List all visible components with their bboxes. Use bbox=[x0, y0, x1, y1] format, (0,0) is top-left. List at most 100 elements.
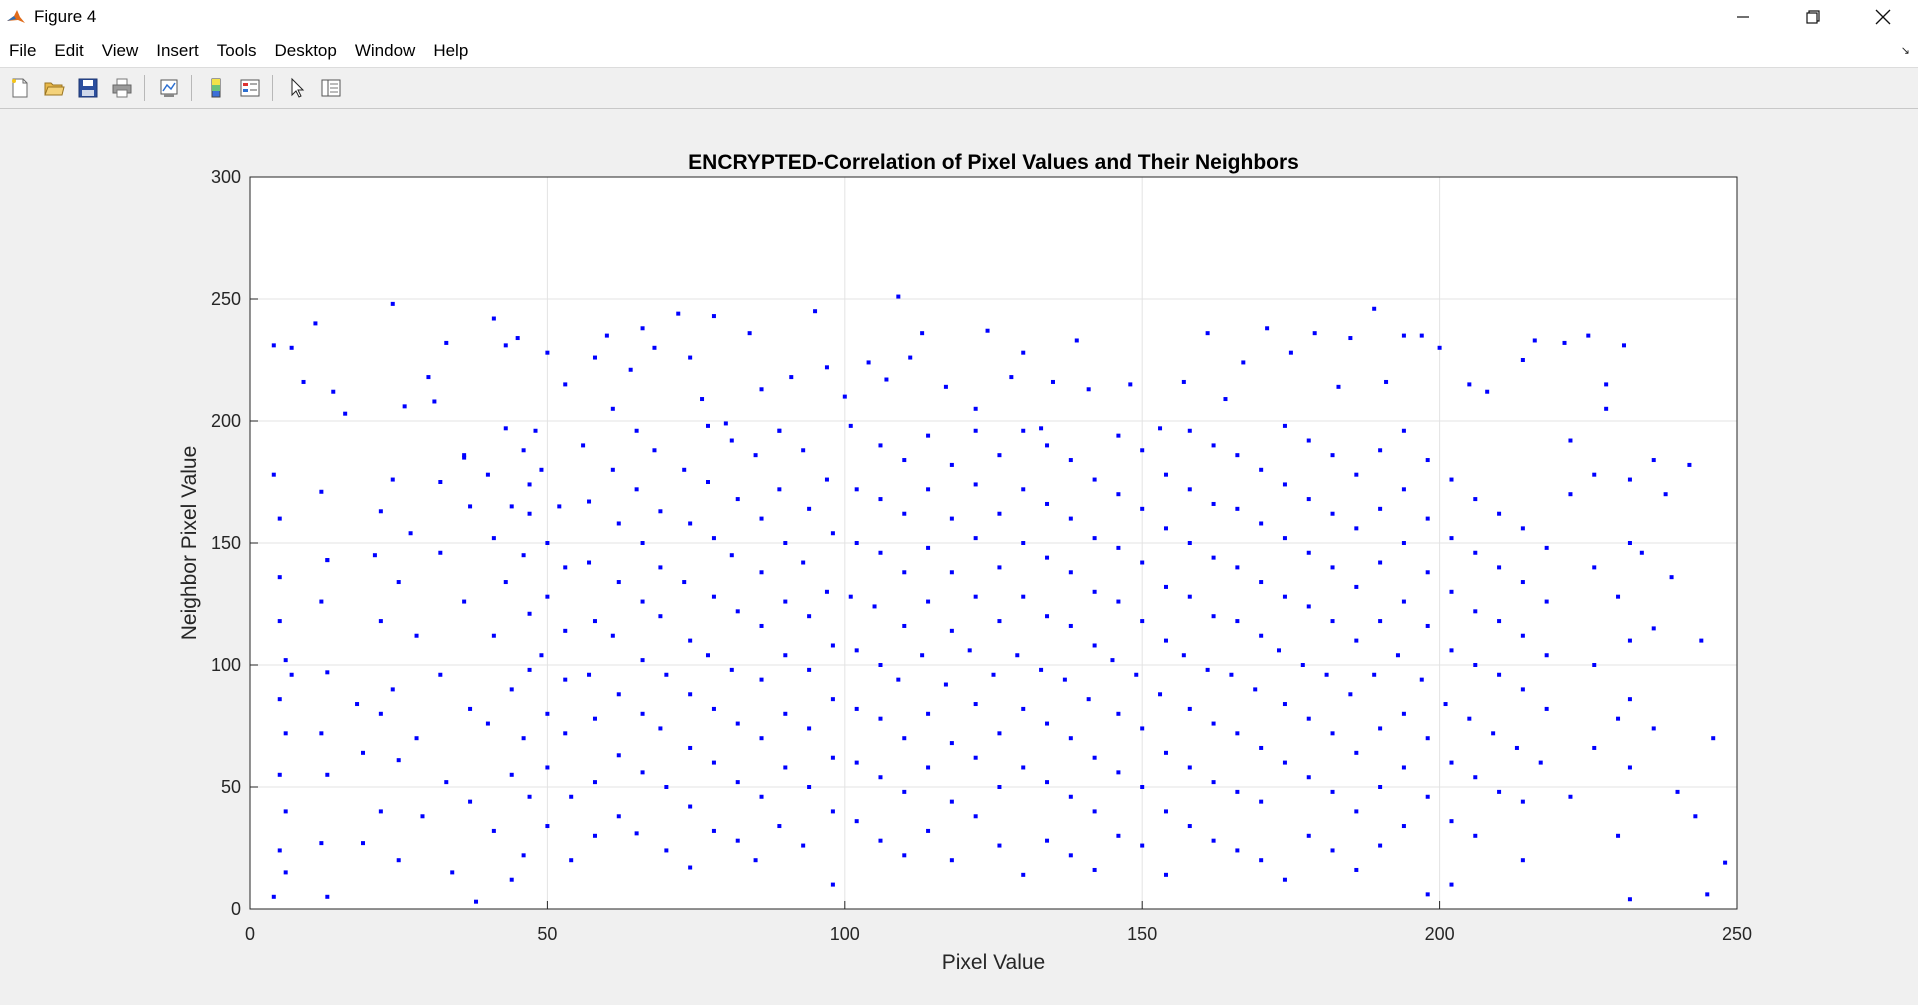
data-point bbox=[1187, 824, 1192, 829]
data-point bbox=[1116, 433, 1121, 438]
data-point bbox=[711, 314, 716, 319]
data-point bbox=[1467, 382, 1472, 387]
data-point bbox=[1187, 541, 1192, 545]
menu-view[interactable]: View bbox=[101, 41, 139, 60]
data-point bbox=[1520, 687, 1525, 692]
data-point bbox=[902, 458, 907, 463]
data-point bbox=[1282, 760, 1287, 765]
data-point bbox=[1449, 882, 1454, 887]
data-point bbox=[1158, 426, 1163, 431]
data-point bbox=[949, 741, 954, 746]
menu-file[interactable]: File bbox=[9, 41, 37, 60]
dock-arrow-icon[interactable]: ↘ bbox=[1900, 45, 1910, 57]
data-point bbox=[1187, 706, 1192, 711]
data-point bbox=[1473, 497, 1478, 502]
data-point bbox=[545, 765, 550, 770]
data-point bbox=[1259, 799, 1264, 804]
data-point bbox=[973, 536, 978, 541]
data-point bbox=[1092, 755, 1097, 760]
title-bar: Figure 4 bbox=[0, 0, 1918, 34]
data-point bbox=[592, 833, 597, 838]
data-point bbox=[438, 480, 443, 484]
data-point bbox=[1419, 333, 1424, 338]
save-button[interactable] bbox=[74, 74, 102, 102]
data-point bbox=[1639, 550, 1644, 555]
data-point bbox=[1187, 428, 1192, 433]
data-point bbox=[361, 841, 366, 846]
data-point bbox=[783, 765, 788, 770]
data-point bbox=[1514, 745, 1519, 750]
pointer-button[interactable] bbox=[283, 74, 311, 102]
data-point bbox=[997, 785, 1002, 789]
data-point bbox=[1651, 626, 1656, 631]
data-point bbox=[1592, 745, 1597, 750]
data-point bbox=[1116, 770, 1121, 775]
data-point bbox=[503, 580, 508, 585]
data-point bbox=[878, 838, 883, 843]
data-point bbox=[1520, 858, 1525, 863]
data-point bbox=[759, 570, 764, 575]
data-point bbox=[355, 702, 360, 707]
data-point bbox=[729, 553, 734, 558]
legend-button[interactable] bbox=[236, 74, 264, 102]
chart-title: ENCRYPTED-Correlation of Pixel Values an… bbox=[688, 151, 1299, 174]
menu-help[interactable]: Help bbox=[433, 41, 469, 60]
restore-button[interactable] bbox=[1778, 0, 1848, 34]
data-point bbox=[1163, 584, 1168, 589]
data-point bbox=[1663, 492, 1668, 497]
property-inspector-button[interactable] bbox=[317, 74, 345, 102]
minimize-button[interactable] bbox=[1708, 0, 1778, 34]
data-point bbox=[581, 443, 586, 448]
data-point bbox=[926, 433, 931, 438]
data-point bbox=[396, 580, 401, 585]
data-point bbox=[848, 594, 853, 599]
data-point bbox=[527, 667, 532, 672]
data-point bbox=[943, 682, 948, 687]
new-figure-button[interactable] bbox=[6, 74, 34, 102]
data-point bbox=[1711, 736, 1716, 741]
open-button[interactable] bbox=[40, 74, 68, 102]
data-point bbox=[438, 672, 443, 677]
link-plot-button[interactable] bbox=[155, 74, 183, 102]
data-point bbox=[1110, 658, 1115, 663]
data-point bbox=[1604, 406, 1609, 411]
data-point bbox=[533, 428, 538, 433]
data-point bbox=[926, 711, 931, 716]
data-point bbox=[277, 575, 282, 580]
close-button[interactable] bbox=[1848, 0, 1918, 34]
restore-icon bbox=[1806, 10, 1820, 24]
data-point bbox=[1021, 765, 1026, 770]
data-point bbox=[1116, 833, 1121, 838]
data-point bbox=[1401, 711, 1406, 716]
data-point bbox=[807, 506, 812, 511]
data-point bbox=[604, 333, 609, 338]
menu-tools[interactable]: Tools bbox=[216, 41, 257, 60]
data-point bbox=[789, 375, 794, 380]
data-point bbox=[902, 623, 907, 628]
data-point bbox=[1621, 343, 1626, 348]
data-point bbox=[967, 648, 972, 653]
data-point bbox=[301, 379, 306, 384]
y-tick-label: 250 bbox=[211, 289, 241, 309]
menu-window[interactable]: Window bbox=[354, 41, 416, 60]
data-point bbox=[545, 541, 550, 545]
data-point bbox=[1497, 511, 1502, 516]
data-point bbox=[1627, 765, 1632, 770]
menu-desktop[interactable]: Desktop bbox=[274, 41, 337, 60]
data-point bbox=[610, 633, 615, 638]
data-point bbox=[705, 480, 710, 484]
data-point bbox=[414, 736, 419, 741]
menu-insert[interactable]: Insert bbox=[156, 41, 199, 60]
data-point bbox=[563, 565, 568, 570]
data-point bbox=[390, 687, 395, 692]
print-button[interactable] bbox=[108, 74, 136, 102]
data-point bbox=[920, 653, 925, 658]
data-point bbox=[1205, 667, 1210, 672]
colorbar-button[interactable] bbox=[202, 74, 230, 102]
data-point bbox=[444, 780, 449, 785]
data-point bbox=[390, 301, 395, 306]
menu-edit[interactable]: Edit bbox=[54, 41, 84, 60]
data-point bbox=[1068, 458, 1073, 463]
data-point bbox=[830, 755, 835, 760]
window-controls bbox=[1708, 0, 1918, 34]
